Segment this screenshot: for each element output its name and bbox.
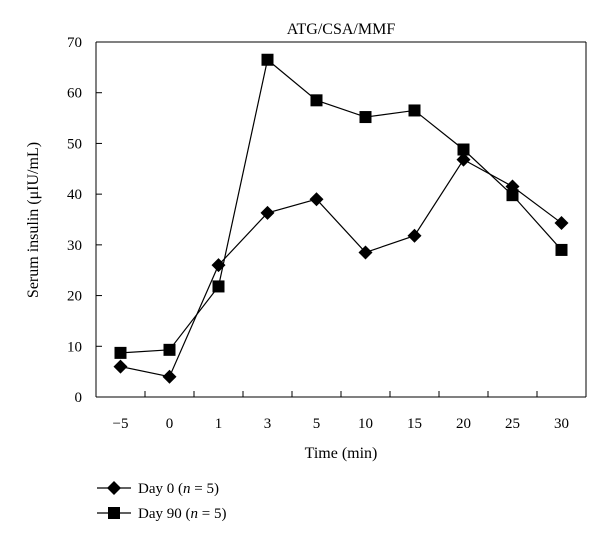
y-tick-label: 50: [67, 136, 82, 152]
y-tick-label: 10: [67, 339, 82, 355]
square-data-point: [506, 189, 519, 202]
x-tick-label: 0: [166, 416, 174, 432]
square-data-point: [310, 94, 323, 107]
square-data-point: [163, 343, 176, 356]
plot-frame: [95, 41, 587, 398]
y-tick-label: 0: [75, 390, 83, 406]
series-square: [114, 53, 568, 359]
x-tick-label: 1: [215, 416, 223, 432]
x-tick-label: 20: [456, 416, 471, 432]
legend-label: Day 90 (n = 5): [138, 506, 226, 522]
square-data-point: [457, 143, 470, 156]
x-tick-label: 30: [554, 416, 569, 432]
series-line: [120, 158, 562, 378]
x-tick-label: 25: [505, 416, 520, 432]
diamond-data-point: [358, 245, 373, 260]
series-layer: [113, 53, 569, 384]
x-tick-label: 15: [407, 416, 422, 432]
diamond-data-point: [113, 359, 128, 374]
x-tick-label: −5: [113, 416, 129, 432]
y-tick-label: 30: [67, 238, 82, 254]
legend-diamond-marker: [107, 481, 121, 495]
diamond-data-point: [260, 205, 275, 220]
diamond-data-point: [456, 152, 471, 167]
y-tick-label: 20: [67, 289, 82, 305]
x-axis-label: Time (min): [305, 445, 378, 462]
square-data-point: [212, 280, 225, 293]
diamond-data-point: [162, 369, 177, 384]
series-diamond: [113, 152, 569, 384]
square-data-point: [555, 243, 568, 256]
y-axis-label: Serum insulin (μIU/mL): [25, 142, 42, 298]
y-tick-label: 70: [67, 35, 82, 51]
legend-square-marker: [108, 507, 120, 519]
legend-item: Day 90 (n = 5): [97, 506, 226, 522]
y-tick-label: 60: [67, 86, 82, 102]
x-tick-label: 10: [358, 416, 373, 432]
x-axis-ticks: −5 0 1 3 5 10 15 20 25 30: [113, 391, 569, 432]
diamond-data-point: [554, 216, 569, 231]
legend-item: Day 0 (n = 5): [97, 481, 219, 497]
x-tick-label: 5: [313, 416, 321, 432]
chart-title: ATG/CSA/MMF: [287, 21, 396, 38]
diamond-data-point: [309, 192, 324, 207]
legend: Day 0 (n = 5) Day 90 (n = 5): [97, 481, 226, 522]
y-axis-ticks: 0 10 20 30 40 50 60 70: [67, 35, 102, 406]
legend-label: Day 0 (n = 5): [138, 481, 219, 497]
diamond-data-point: [407, 228, 422, 243]
x-tick-label: 3: [264, 416, 272, 432]
square-data-point: [408, 104, 421, 117]
y-tick-label: 40: [67, 187, 82, 203]
series-line: [120, 58, 562, 354]
square-data-point: [359, 111, 372, 124]
square-data-point: [261, 53, 274, 66]
square-data-point: [114, 346, 127, 359]
